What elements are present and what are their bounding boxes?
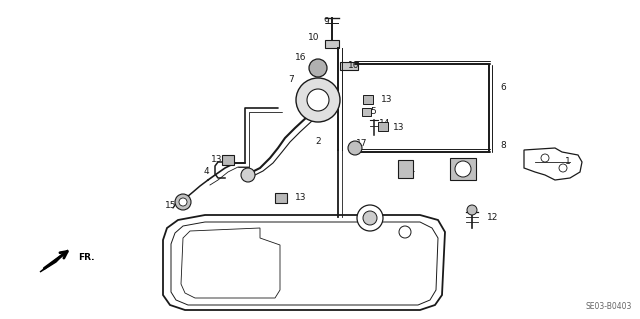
Circle shape — [363, 211, 377, 225]
Text: 8: 8 — [500, 140, 506, 150]
Text: 15: 15 — [165, 202, 177, 211]
Circle shape — [399, 226, 411, 238]
Circle shape — [541, 154, 549, 162]
Circle shape — [179, 198, 187, 206]
Text: 17: 17 — [356, 138, 367, 147]
Text: 14: 14 — [379, 118, 390, 128]
Circle shape — [348, 141, 362, 155]
Bar — [362, 108, 371, 116]
Bar — [275, 193, 287, 203]
Bar — [450, 158, 476, 180]
Text: 13: 13 — [393, 123, 404, 132]
Circle shape — [559, 164, 567, 172]
Text: 13: 13 — [295, 194, 307, 203]
Bar — [363, 95, 373, 104]
Text: 6: 6 — [500, 84, 506, 93]
Polygon shape — [40, 250, 68, 272]
Bar — [340, 62, 358, 70]
Text: 10: 10 — [308, 33, 319, 42]
Text: 3: 3 — [470, 166, 476, 174]
Text: 16: 16 — [295, 54, 307, 63]
Text: 7: 7 — [288, 76, 294, 85]
Text: 11: 11 — [405, 166, 417, 174]
Circle shape — [175, 194, 191, 210]
Text: 9: 9 — [323, 18, 329, 26]
Text: 10: 10 — [348, 61, 360, 70]
Circle shape — [296, 78, 340, 122]
Polygon shape — [163, 215, 445, 310]
Text: 2: 2 — [315, 137, 321, 146]
Text: FR.: FR. — [78, 254, 95, 263]
Bar — [398, 160, 413, 178]
Text: 5: 5 — [370, 108, 376, 116]
Circle shape — [241, 168, 255, 182]
Bar — [378, 122, 388, 131]
Circle shape — [455, 161, 471, 177]
Text: 13: 13 — [381, 95, 392, 105]
Circle shape — [307, 89, 329, 111]
Circle shape — [357, 205, 383, 231]
Text: SE03-B0403: SE03-B0403 — [586, 302, 632, 311]
Text: 12: 12 — [487, 213, 499, 222]
Bar — [325, 40, 339, 48]
Circle shape — [467, 205, 477, 215]
Text: 4: 4 — [204, 167, 210, 176]
Text: 13: 13 — [211, 155, 223, 165]
Circle shape — [309, 59, 327, 77]
Text: 1: 1 — [565, 158, 571, 167]
Bar — [222, 155, 234, 165]
